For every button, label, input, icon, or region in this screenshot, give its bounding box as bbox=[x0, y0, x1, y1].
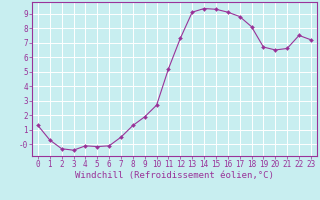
X-axis label: Windchill (Refroidissement éolien,°C): Windchill (Refroidissement éolien,°C) bbox=[75, 171, 274, 180]
